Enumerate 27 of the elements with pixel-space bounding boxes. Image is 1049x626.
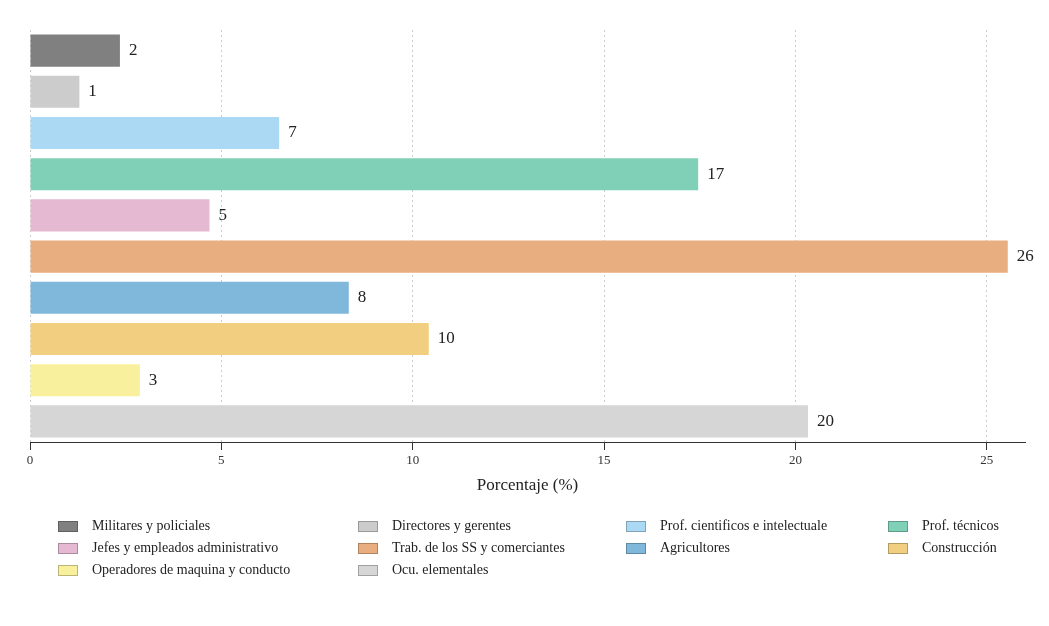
data-label: 3 xyxy=(148,369,158,389)
legend-label: Prof. cientificos e intelectuale xyxy=(660,518,828,534)
data-label: 5 xyxy=(218,204,227,224)
x-axis-title: Porcentaje (%) xyxy=(476,475,579,495)
data-label: 10 xyxy=(437,328,455,348)
legend-label: Construcción xyxy=(922,540,997,556)
data-label: 8 xyxy=(357,287,367,307)
x-tick-label: 20 xyxy=(788,452,802,468)
legend-label: Directores y gerentes xyxy=(392,518,511,534)
data-label: 20 xyxy=(817,410,835,430)
data-label: 2 xyxy=(128,40,138,60)
data-label: 17 xyxy=(707,163,725,183)
legend-label: Prof. técnicos xyxy=(922,518,999,534)
x-tick-label: 25 xyxy=(980,452,994,468)
legend-label: Operadores de maquina y conducto xyxy=(92,562,291,578)
data-label: 1 xyxy=(88,81,97,101)
x-tick-label: 5 xyxy=(218,452,225,468)
data-label: 26 xyxy=(1016,246,1034,266)
legend-label: Jefes y empleados administrativo xyxy=(92,540,279,556)
data-label: 7 xyxy=(288,122,298,142)
x-tick-label: 0 xyxy=(26,452,34,468)
x-tick-label: 15 xyxy=(597,452,611,468)
legend-label: Militares y policiales xyxy=(92,518,211,534)
legend-label: Ocu. elementales xyxy=(392,562,489,578)
legend-label: Agricultores xyxy=(660,540,730,556)
legend-label: Trab. de los SS y comerciantes xyxy=(392,540,565,556)
x-tick-label: 10 xyxy=(406,452,420,468)
